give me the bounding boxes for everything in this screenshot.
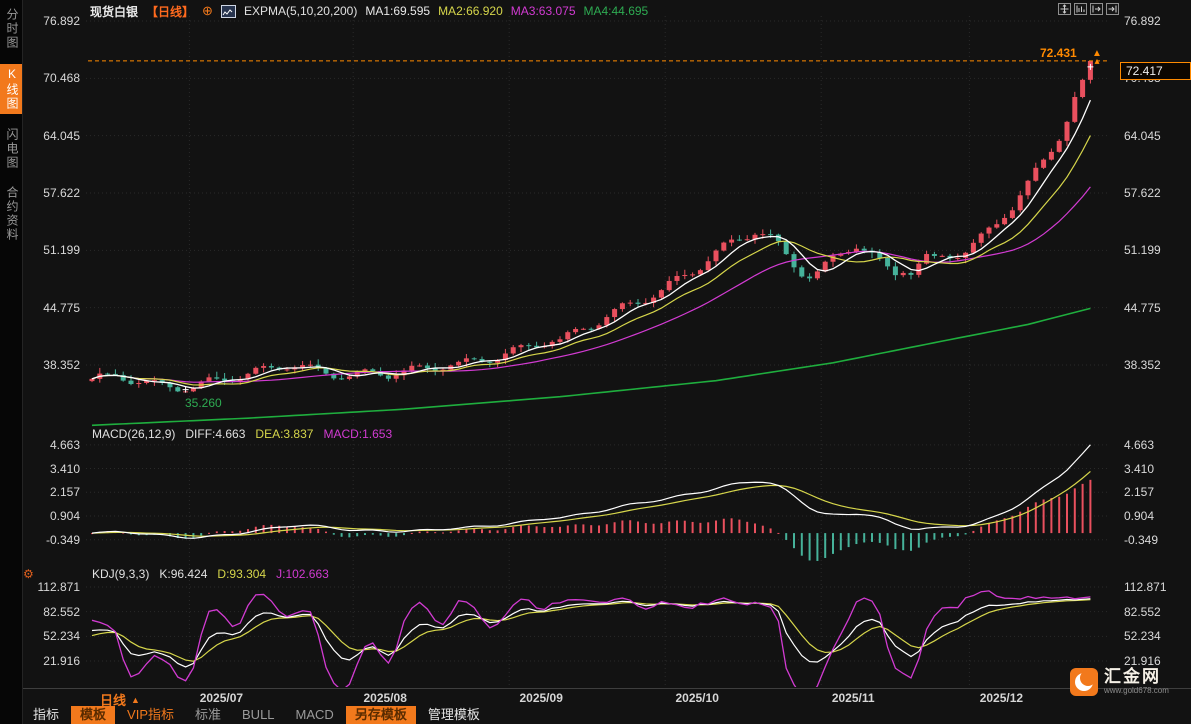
extreme-point-marker: [182, 386, 189, 393]
macd-header: MACD(26,12,9) DIFF:4.663 DEA:3.837 MACD:…: [92, 427, 392, 441]
toolbar-tab-指标[interactable]: 指标: [33, 707, 60, 722]
symbol-name: 现货白银: [90, 4, 139, 19]
new-high-arrow-icon: ▲ ▴: [1092, 48, 1102, 67]
axis-tick-r-64.045: 64.045: [1124, 128, 1161, 143]
axis-tick-l-82.552: 82.552: [43, 604, 80, 619]
x-axis-label-2025/08: 2025/08: [363, 691, 407, 705]
ma4-value: MA4:44.695: [583, 4, 649, 18]
template-toolbar: 指标 模板 VIP指标 标准 BULL MACD 另存模板 管理模板: [24, 706, 489, 724]
logo-name: 汇金网: [1104, 667, 1161, 686]
kdj-d-value: D:93.304: [217, 567, 267, 581]
axis-tick-r-44.775: 44.775: [1124, 300, 1161, 315]
axis-tick-r-0.904: 0.904: [1124, 508, 1155, 523]
axis-tick-r--0.349: -0.349: [1124, 532, 1159, 547]
period-selector[interactable]: 日线 ▲: [100, 690, 140, 709]
chart-toolbar-icons: [1058, 3, 1119, 15]
axis-tick-l-76.892: 76.892: [43, 14, 80, 28]
macd-params[interactable]: MACD(26,12,9): [92, 427, 176, 441]
toolbar-tab-标准[interactable]: 标准: [195, 707, 222, 722]
axis-tick-r-4.663: 4.663: [1124, 437, 1155, 452]
sidebar-tab-闪电图[interactable]: 闪电图: [5, 128, 19, 170]
toolbar-tab-另存模板[interactable]: 另存模板: [345, 706, 416, 724]
last-price-tag: 72.417: [1120, 62, 1191, 80]
axis-tick-l-2.157: 2.157: [49, 485, 80, 500]
toolbar-tab-MACD[interactable]: MACD: [295, 707, 334, 722]
axis-tick-l-21.916: 21.916: [43, 654, 80, 668]
page-forward-icon[interactable]: [1090, 3, 1103, 15]
axis-tick-r-76.892: 76.892: [1124, 14, 1161, 28]
axis-tick-r-82.552: 82.552: [1124, 604, 1161, 619]
toolbar-tab-BULL[interactable]: BULL: [242, 707, 275, 722]
site-logo: 汇金网 www.gold678.com: [1070, 668, 1169, 696]
axis-tick-r-52.234: 52.234: [1124, 629, 1161, 644]
scale-axis-icon[interactable]: [1074, 3, 1087, 15]
axis-tick-r-3.410: 3.410: [1124, 461, 1155, 476]
sidebar-tab-合约资料[interactable]: 合约资料: [5, 186, 19, 242]
axis-tick-l-52.234: 52.234: [43, 629, 80, 644]
x-axis-label-2025/12: 2025/12: [979, 691, 1024, 705]
toolbar-tab-VIP指标[interactable]: VIP指标: [127, 707, 174, 722]
kdj-params[interactable]: KDJ(9,3,3): [92, 567, 150, 581]
axis-tick-r-57.622: 57.622: [1124, 186, 1161, 200]
x-axis-separator: [22, 688, 1191, 689]
sidebar-tab-K线图[interactable]: K线图: [0, 64, 22, 114]
axis-tick-l-64.045: 64.045: [43, 128, 80, 143]
kdj-header: KDJ(9,3,3) K:96.424 D:93.304 J:102.663: [92, 567, 329, 581]
x-axis-label-2025/11: 2025/11: [831, 691, 875, 705]
axis-tick-r-112.871: 112.871: [1124, 580, 1167, 594]
kdj-j-value: J:102.663: [276, 567, 329, 581]
logo-url: www.gold678.com: [1104, 686, 1169, 695]
pan-icon[interactable]: [1058, 3, 1071, 15]
period-selector-label[interactable]: 日线: [100, 693, 127, 708]
ma3-value: MA3:63.075: [510, 4, 576, 18]
crosshair-target-icon[interactable]: ⊕: [202, 3, 213, 18]
axis-tick-l-4.663: 4.663: [49, 437, 80, 452]
axis-tick-l--0.349: -0.349: [45, 532, 80, 547]
indicator-settings-gear-icon[interactable]: ⚙: [23, 567, 34, 581]
macd-dea-value: DEA:3.837: [255, 427, 314, 441]
axis-tick-l-44.775: 44.775: [43, 300, 80, 315]
extreme-point-marker: [1087, 63, 1094, 70]
axis-tick-l-57.622: 57.622: [43, 186, 80, 200]
x-axis-label-2025/07: 2025/07: [199, 691, 244, 705]
axis-tick-l-0.904: 0.904: [49, 508, 80, 523]
ma1-value: MA1:69.595: [365, 4, 431, 18]
ma2-value: MA2:66.920: [438, 4, 503, 18]
high-price-annotation: 72.431: [1040, 46, 1077, 60]
period-selector-arrow-icon: ▲: [131, 694, 140, 705]
sidebar-tab-分时图[interactable]: 分时图: [5, 8, 19, 50]
jump-to-latest-icon[interactable]: [1106, 3, 1119, 15]
expma-label: EXPMA(5,10,20,200): [243, 4, 358, 18]
period-badge[interactable]: 【日线】: [146, 4, 195, 19]
x-axis-label-2025/10: 2025/10: [675, 691, 719, 705]
axis-tick-l-38.352: 38.352: [43, 358, 80, 373]
kdj-k-value: K:96.424: [159, 567, 208, 581]
toolbar-tab-模板[interactable]: 模板: [71, 706, 116, 724]
axis-tick-l-112.871: 112.871: [37, 580, 81, 594]
axis-tick-l-3.410: 3.410: [49, 461, 80, 476]
x-axis-label-2025/09: 2025/09: [519, 691, 563, 705]
axis-tick-l-51.199: 51.199: [43, 243, 80, 258]
axis-tick-l-70.468: 70.468: [43, 71, 80, 86]
low-price-annotation: 35.260: [185, 396, 222, 410]
indicator-chart-icon[interactable]: [220, 4, 236, 18]
macd-hist-value: MACD:1.653: [323, 427, 393, 441]
chart-header: 现货白银 【日线】 ⊕ EXPMA(5,10,20,200) MA1:69.59…: [90, 3, 648, 19]
axis-tick-r-2.157: 2.157: [1124, 485, 1155, 500]
axis-tick-r-21.916: 21.916: [1124, 654, 1161, 668]
left-sidebar: 分时图 K线图闪电图合约资料: [0, 0, 23, 724]
macd-diff-value: DIFF:4.663: [185, 427, 246, 441]
logo-crescent-icon: [1070, 668, 1098, 696]
toolbar-tab-管理模板[interactable]: 管理模板: [427, 707, 480, 722]
axis-tick-r-51.199: 51.199: [1124, 243, 1161, 258]
axis-tick-r-38.352: 38.352: [1124, 358, 1161, 373]
